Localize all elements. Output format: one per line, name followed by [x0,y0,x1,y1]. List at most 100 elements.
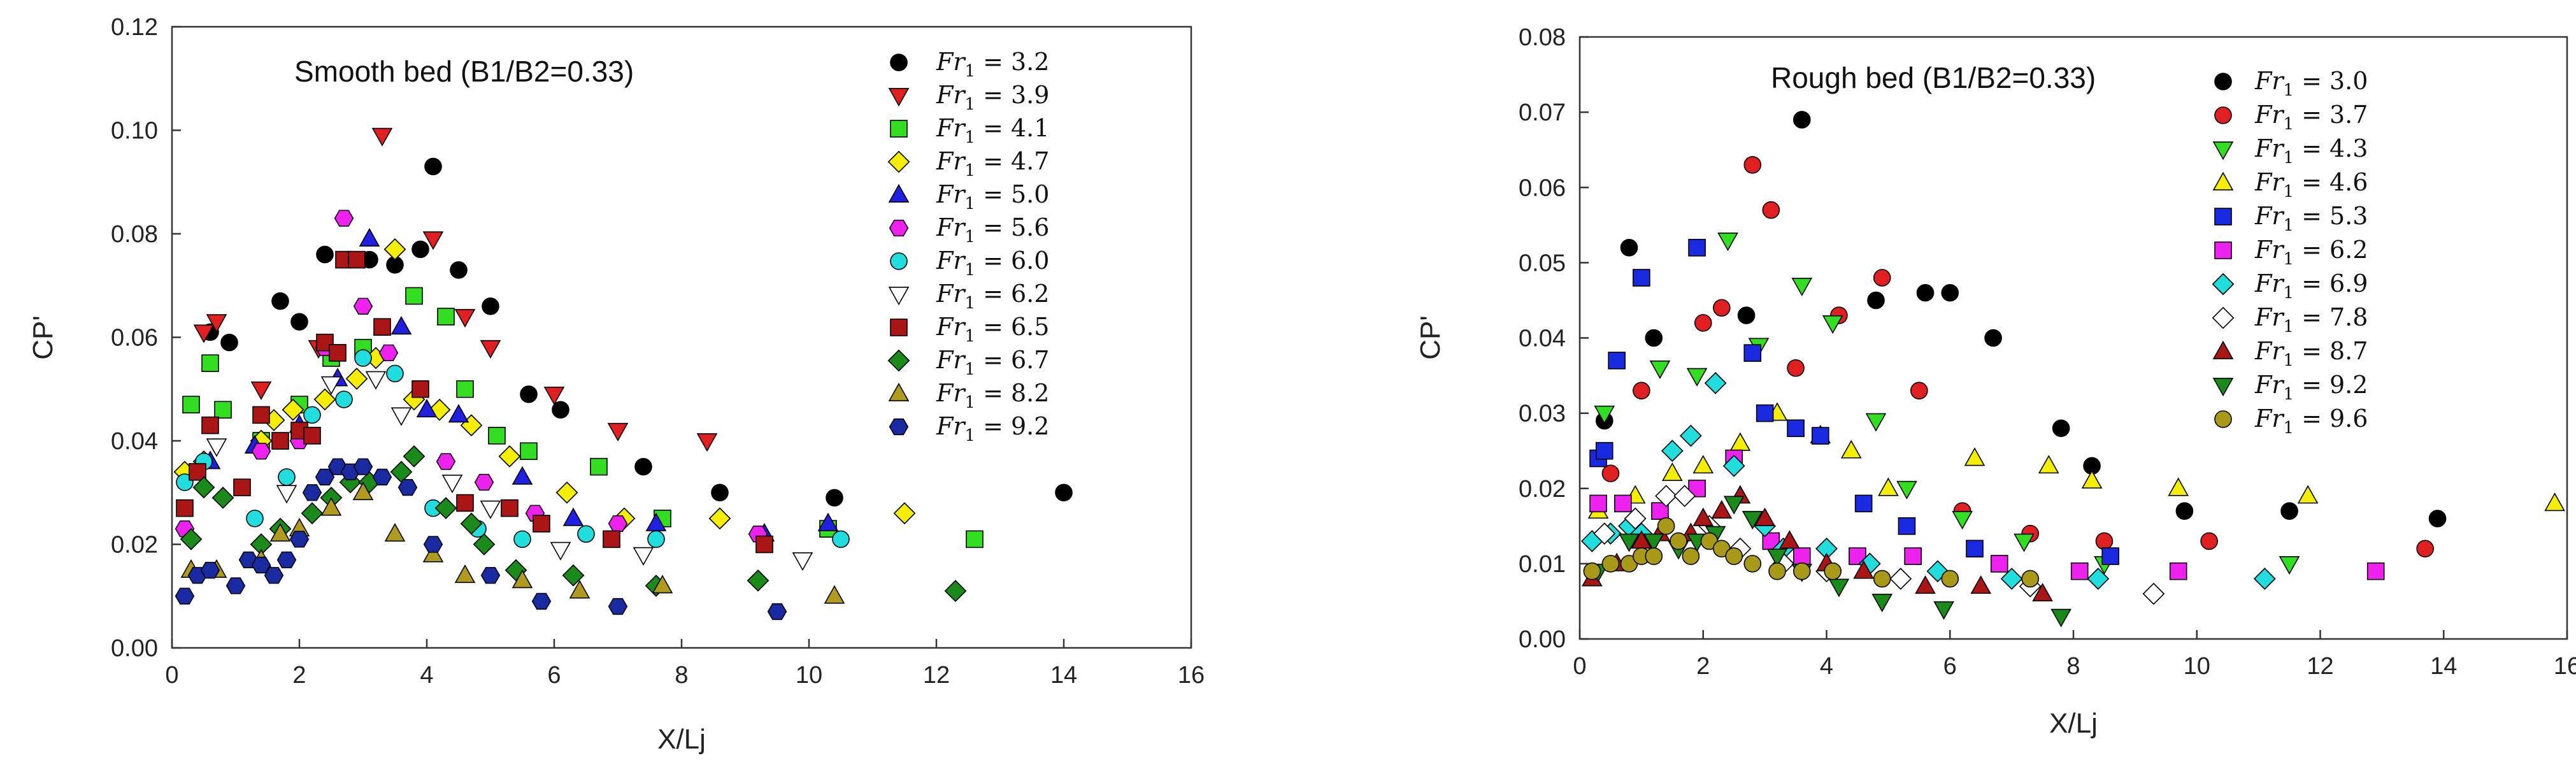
data-point [2253,568,2276,590]
data-point [767,603,787,620]
legend-label: Fr1 = 3.7 [2254,101,2368,134]
data-point [436,453,456,470]
data-point [206,314,227,333]
data-point [1792,111,1811,129]
data-point [1673,485,1696,507]
data-point [246,510,264,527]
data-point [1867,291,1885,310]
data-point [1787,359,1805,377]
data-point [1878,477,1899,496]
data-point [1645,547,1663,565]
legend-label: Fr1 = 7.8 [2254,303,2368,336]
legend-label: Fr1 = 9.6 [2254,405,2368,438]
data-point [1933,601,1954,620]
data-point [531,592,552,610]
data-point [250,381,272,400]
data-point [1619,533,1640,552]
data-point [482,297,499,315]
data-point [512,570,533,589]
y-tick-label: 0.01 [1519,551,1566,578]
data-point [1854,494,1873,513]
data-point [345,368,368,390]
data-point [1828,578,1850,598]
data-point [386,364,404,383]
smooth-bed-chart-panel: 0 2 4 6 8 10 12 14 16 0.00 0.02 0.04 0.06 0.08 0.10 0.1… [0,0,1249,767]
legend-label: Fr1 = 6.9 [2254,269,2368,303]
y-tick-label: 0.04 [1519,326,1566,352]
data-point [271,292,289,310]
chart-title: Smooth bed (B1/B2=0.33) [294,55,634,88]
data-point [1743,555,1762,573]
data-point [652,575,673,594]
data-point [2416,540,2434,558]
x-axis-label: X/Lj [657,724,706,755]
data-point [441,475,463,494]
legend-label: Fr1 = 3.2 [936,48,1049,81]
data-point [1717,233,1738,252]
x-tick-label: 12 [2307,653,2333,680]
data-point [282,398,304,421]
legend-marker [887,150,910,173]
data-point [1812,427,1829,445]
data-point [201,354,219,372]
series-4 [1589,238,2119,565]
x-tick-label: 4 [1820,653,1833,680]
data-point [647,530,665,548]
data-point [1620,238,1638,257]
series-10 [1583,517,2039,588]
legend-label: Fr1 = 8.2 [936,379,1049,412]
data-point [555,481,578,504]
data-point [473,533,496,556]
data-point [824,585,845,604]
data-point [1871,594,1893,613]
data-point [424,157,442,176]
data-point [1645,329,1663,347]
data-point [1792,547,1811,565]
data-point [498,445,521,468]
series-11 [175,458,787,620]
y-tick-label: 0.05 [1519,250,1566,276]
rough-bed-chart: 0 2 4 6 8 10 12 14 16 0.00 0.01 0.02 0.03 0.04 0.05 0.0… [1415,24,2576,739]
x-tick-label: 6 [547,662,561,689]
data-point [474,473,494,491]
x-tick-label: 0 [1573,653,1586,680]
legend-marker [2212,171,2234,190]
data-point [335,391,353,408]
legend-label: Fr1 = 6.7 [936,346,1049,379]
x-tick-label: 8 [675,662,688,689]
data-point [2000,568,2023,590]
series-7 [206,371,813,571]
legend-marker [888,88,910,107]
legend-marker [888,382,910,401]
data-point [603,530,620,548]
data-point [480,500,501,519]
data-point [411,380,429,398]
data-point [456,380,474,398]
data-point [182,396,200,413]
data-point [1657,517,1675,535]
data-point [633,547,654,566]
data-point [1682,547,1700,565]
data-point [276,485,297,504]
data-point [416,399,438,418]
data-point [1754,507,1775,526]
data-point [944,580,967,603]
data-point [1594,405,1615,424]
data-point [1791,277,1813,297]
data-point [193,324,215,343]
data-point [1889,568,1912,590]
y-tick-label: 0.04 [111,428,158,455]
x-tick-label: 14 [2430,653,2457,680]
data-point [708,507,731,530]
legend-label: Fr1 = 5.0 [936,180,1049,213]
y-tick-label: 0.00 [111,635,158,662]
data-point [1711,499,1733,519]
data-point [1779,530,1800,549]
data-point [1915,575,1936,594]
data-point [405,287,423,305]
data-point [747,569,769,592]
y-tick-label: 0.02 [1519,476,1566,503]
y-tick-label: 0.03 [1519,401,1566,427]
smooth-bed-chart: 0 2 4 6 8 10 12 14 16 0.00 0.02 0.04 0.06 0.08 0.10 0.1… [27,14,1205,755]
